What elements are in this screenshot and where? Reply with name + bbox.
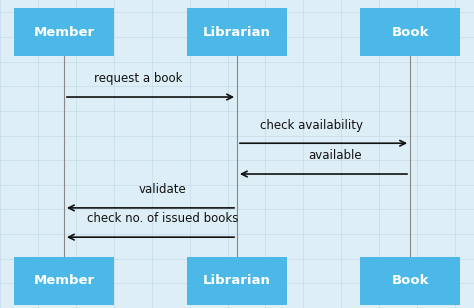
FancyBboxPatch shape: [360, 8, 460, 56]
Text: validate: validate: [138, 183, 186, 196]
FancyBboxPatch shape: [187, 257, 287, 305]
Text: check no. of issued books: check no. of issued books: [87, 213, 238, 225]
FancyBboxPatch shape: [14, 8, 114, 56]
Text: Librarian: Librarian: [203, 274, 271, 287]
Text: Book: Book: [391, 274, 429, 287]
Text: Member: Member: [34, 26, 94, 39]
Text: Book: Book: [391, 26, 429, 39]
FancyBboxPatch shape: [360, 257, 460, 305]
FancyBboxPatch shape: [14, 257, 114, 305]
Text: check availability: check availability: [260, 119, 363, 132]
Text: request a book: request a book: [94, 72, 183, 85]
FancyBboxPatch shape: [187, 8, 287, 56]
Text: Librarian: Librarian: [203, 26, 271, 39]
Text: available: available: [309, 149, 362, 162]
Text: Member: Member: [34, 274, 94, 287]
